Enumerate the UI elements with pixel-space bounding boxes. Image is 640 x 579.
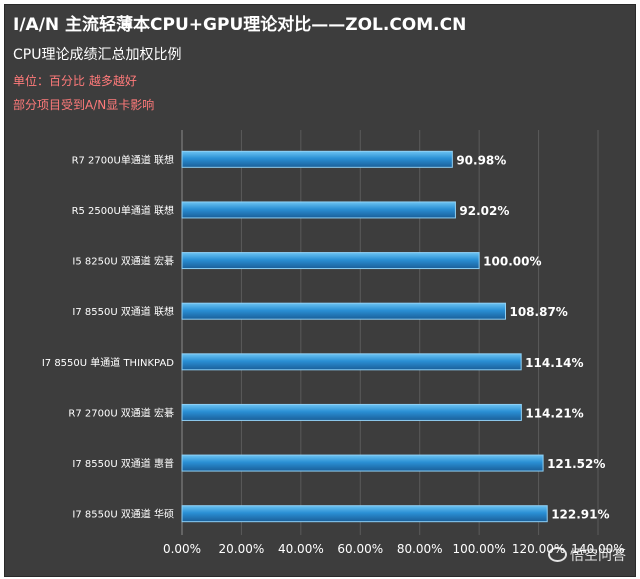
- category-label: I7 8550U 双通道 联想: [72, 305, 174, 318]
- bar: [181, 201, 456, 219]
- value-label: 122.91%: [551, 508, 609, 522]
- bar: [181, 454, 544, 472]
- chart-subtitle: CPU理论成绩汇总加权比例: [13, 47, 182, 63]
- value-label: 92.02%: [459, 204, 509, 218]
- watermark: 悟空问答: [548, 545, 626, 565]
- category-label: I7 8550U 双通道 华硕: [72, 508, 174, 521]
- gpu-note: 部分项目受到A/N显卡影响: [13, 98, 155, 112]
- bar: [181, 505, 548, 523]
- chart-title: I/A/N 主流轻薄本CPU+GPU理论对比——ZOL.COM.CN: [13, 15, 467, 35]
- bar: [181, 353, 522, 371]
- bar: [181, 302, 506, 320]
- value-label: 121.52%: [547, 457, 605, 471]
- value-label: 114.21%: [525, 406, 583, 420]
- x-tick-label: 100.00%: [452, 542, 505, 556]
- category-label: I7 8550U 双通道 惠普: [72, 457, 174, 470]
- x-tick-label: 20.00%: [219, 542, 265, 556]
- speech-bubble-icon: [548, 547, 567, 562]
- x-tick-label: 40.00%: [278, 542, 324, 556]
- bar: [181, 150, 453, 168]
- bar: [181, 252, 480, 270]
- value-label: 108.87%: [509, 305, 567, 319]
- x-tick-label: 0.00%: [163, 542, 201, 556]
- category-label: R5 2500U单通道 联想: [72, 204, 174, 217]
- value-label: 90.98%: [456, 153, 506, 167]
- x-tick-label: 60.00%: [337, 542, 383, 556]
- value-label: 100.00%: [483, 255, 541, 269]
- category-label: I5 8250U 双通道 宏碁: [72, 255, 174, 268]
- chart-panel: [4, 4, 636, 577]
- value-label: 114.14%: [525, 356, 583, 370]
- category-label: R7 2700U单通道 联想: [72, 153, 174, 166]
- x-tick-label: 140.00%: [571, 542, 624, 556]
- unit-note: 单位：百分比 越多越好: [13, 74, 137, 88]
- category-label: I7 8550U 单通道 THINKPAD: [42, 356, 174, 369]
- bar: [181, 403, 522, 421]
- x-tick-label: 80.00%: [397, 542, 443, 556]
- category-label: R7 2700U 双通道 宏碁: [68, 406, 174, 419]
- watermark-text: 悟空问答: [570, 548, 626, 564]
